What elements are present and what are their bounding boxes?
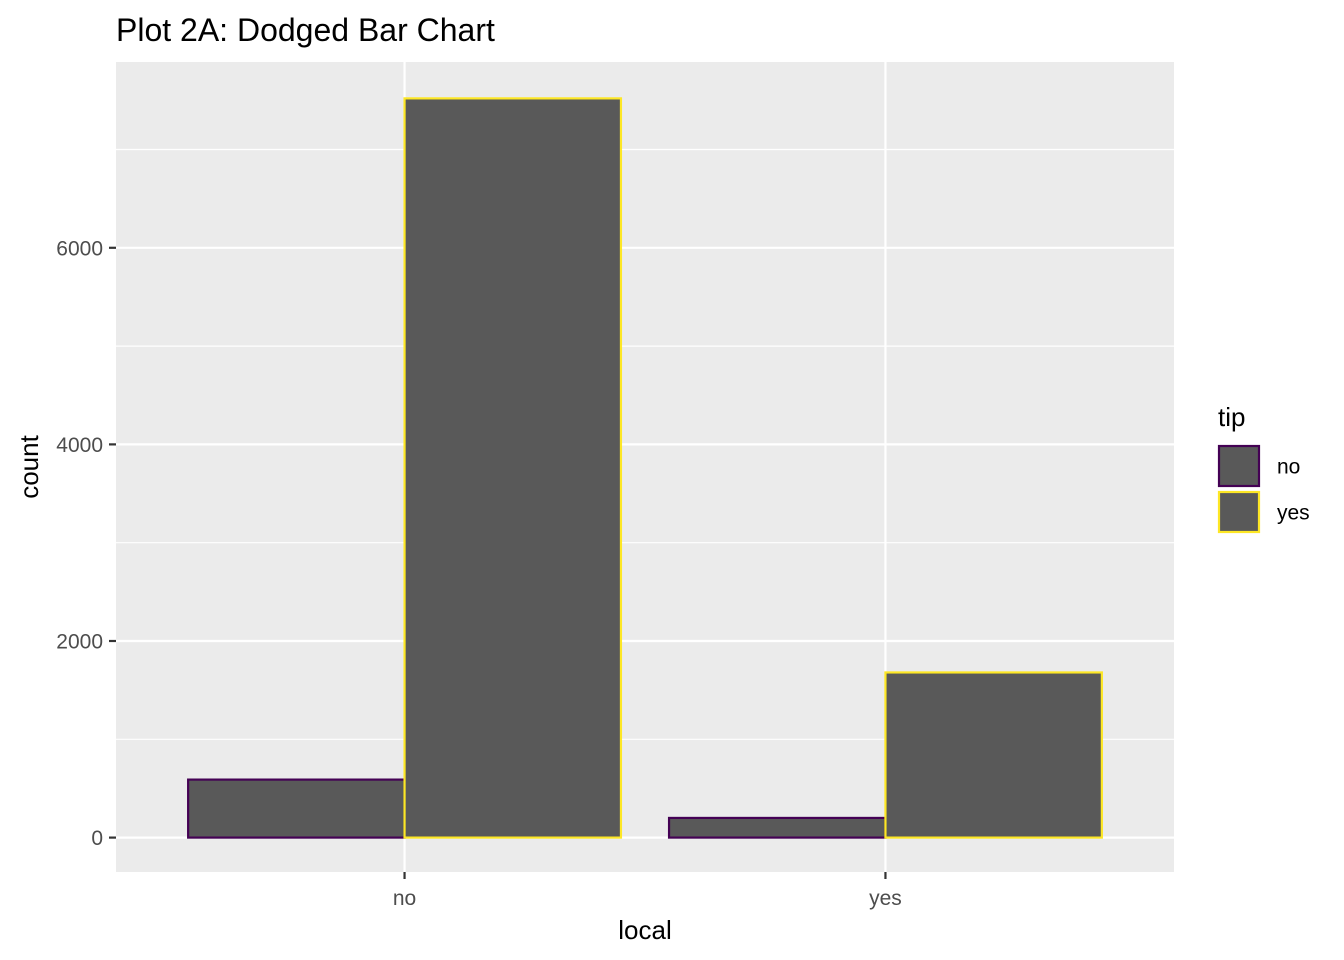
y-tick-label: 4000 <box>56 434 103 457</box>
x-tick-label: no <box>393 887 416 910</box>
x-axis-label: local <box>618 915 671 945</box>
bar-yes-yes <box>884 671 1103 839</box>
bars <box>187 97 1103 839</box>
legend-label-yes: yes <box>1277 502 1310 525</box>
y-tick-label: 6000 <box>56 237 103 260</box>
legend-swatch-yes <box>1217 490 1261 534</box>
legend: tip no yes <box>1217 402 1310 534</box>
bar-no-no <box>187 778 406 839</box>
legend-label-no: no <box>1277 456 1300 479</box>
legend-title: tip <box>1218 402 1245 432</box>
y-tick-label: 0 <box>91 827 103 850</box>
bar-no-yes <box>403 97 623 839</box>
y-axis-label: count <box>14 434 44 498</box>
x-tick-label: yes <box>869 887 902 910</box>
y-tick-label: 2000 <box>56 630 103 653</box>
bar-yes-no <box>667 816 887 839</box>
chart-title: Plot 2A: Dodged Bar Chart <box>116 12 495 48</box>
legend-swatch-no <box>1217 444 1261 488</box>
y-axis: 0 2000 4000 6000 <box>56 237 116 850</box>
x-axis: no yes <box>393 872 902 910</box>
